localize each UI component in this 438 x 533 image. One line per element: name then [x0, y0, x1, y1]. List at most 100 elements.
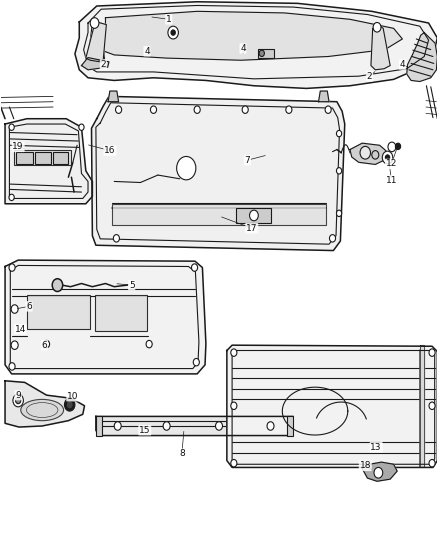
Circle shape	[336, 131, 342, 137]
Bar	[237, 208, 272, 223]
Bar	[16, 152, 32, 164]
Polygon shape	[350, 143, 386, 165]
Circle shape	[114, 422, 121, 430]
Circle shape	[191, 264, 198, 271]
Text: 9: 9	[15, 391, 21, 400]
Circle shape	[385, 155, 390, 160]
Circle shape	[9, 194, 14, 200]
Bar	[112, 204, 326, 225]
Circle shape	[9, 124, 14, 131]
Circle shape	[163, 422, 170, 430]
Text: 2: 2	[100, 60, 106, 69]
Text: 4: 4	[399, 60, 405, 69]
Polygon shape	[420, 345, 424, 467]
Circle shape	[13, 394, 23, 407]
Circle shape	[177, 157, 196, 180]
Circle shape	[429, 349, 435, 357]
Circle shape	[382, 151, 393, 164]
Circle shape	[15, 397, 21, 403]
Polygon shape	[407, 33, 437, 82]
Polygon shape	[362, 462, 397, 481]
Polygon shape	[96, 416, 293, 435]
Circle shape	[336, 167, 342, 174]
Polygon shape	[108, 91, 119, 102]
Circle shape	[215, 422, 223, 430]
Circle shape	[259, 50, 265, 56]
Circle shape	[171, 30, 175, 35]
Circle shape	[9, 264, 15, 271]
Circle shape	[372, 151, 379, 159]
Circle shape	[146, 341, 152, 348]
Circle shape	[150, 106, 156, 114]
Polygon shape	[86, 22, 106, 62]
Circle shape	[388, 142, 396, 152]
Bar	[95, 295, 147, 332]
Text: 10: 10	[67, 392, 78, 401]
Circle shape	[329, 235, 336, 242]
Text: 15: 15	[139, 426, 151, 435]
Text: 12: 12	[386, 159, 397, 168]
Polygon shape	[92, 96, 345, 251]
Circle shape	[193, 359, 199, 366]
Ellipse shape	[21, 399, 64, 421]
Circle shape	[242, 106, 248, 114]
Circle shape	[360, 147, 371, 159]
Text: 13: 13	[371, 443, 382, 452]
Circle shape	[429, 459, 435, 467]
Text: 4: 4	[240, 44, 246, 53]
Circle shape	[11, 341, 18, 350]
Circle shape	[325, 106, 331, 114]
Circle shape	[116, 106, 122, 114]
Circle shape	[250, 210, 258, 221]
Circle shape	[11, 305, 18, 313]
Circle shape	[9, 363, 15, 370]
Circle shape	[231, 349, 237, 357]
Bar	[287, 416, 293, 435]
Circle shape	[231, 402, 237, 409]
Text: 18: 18	[360, 462, 371, 470]
Text: 16: 16	[104, 146, 116, 155]
Polygon shape	[5, 381, 85, 427]
Circle shape	[64, 398, 75, 411]
Polygon shape	[81, 58, 109, 70]
Text: 11: 11	[386, 176, 397, 185]
Polygon shape	[5, 119, 92, 204]
Circle shape	[79, 124, 84, 131]
Text: 5: 5	[129, 280, 134, 289]
Bar	[258, 49, 274, 58]
Text: 4: 4	[144, 47, 150, 55]
Polygon shape	[5, 260, 206, 374]
Circle shape	[90, 18, 99, 28]
Circle shape	[429, 402, 435, 409]
Polygon shape	[318, 91, 329, 102]
Circle shape	[66, 400, 73, 409]
Polygon shape	[75, 2, 437, 88]
Circle shape	[43, 341, 49, 348]
Bar	[96, 416, 102, 435]
Circle shape	[113, 235, 120, 242]
Bar	[14, 150, 71, 165]
Bar	[27, 295, 90, 329]
Circle shape	[267, 422, 274, 430]
Text: 2: 2	[367, 71, 372, 80]
Text: 1: 1	[166, 15, 172, 24]
Bar	[53, 152, 68, 164]
Circle shape	[396, 143, 401, 150]
Text: 14: 14	[14, 325, 26, 334]
Bar	[35, 152, 51, 164]
Circle shape	[286, 106, 292, 114]
Circle shape	[52, 279, 63, 292]
Text: 17: 17	[246, 224, 258, 233]
Circle shape	[168, 26, 178, 39]
Circle shape	[374, 467, 383, 478]
Text: 19: 19	[12, 142, 24, 151]
Text: 6: 6	[42, 341, 47, 350]
Circle shape	[336, 210, 342, 216]
Polygon shape	[371, 26, 390, 70]
Polygon shape	[227, 345, 437, 467]
Text: 6: 6	[26, 302, 32, 311]
Text: 8: 8	[179, 449, 185, 458]
Circle shape	[373, 22, 381, 32]
Circle shape	[231, 459, 237, 467]
Polygon shape	[97, 11, 403, 60]
